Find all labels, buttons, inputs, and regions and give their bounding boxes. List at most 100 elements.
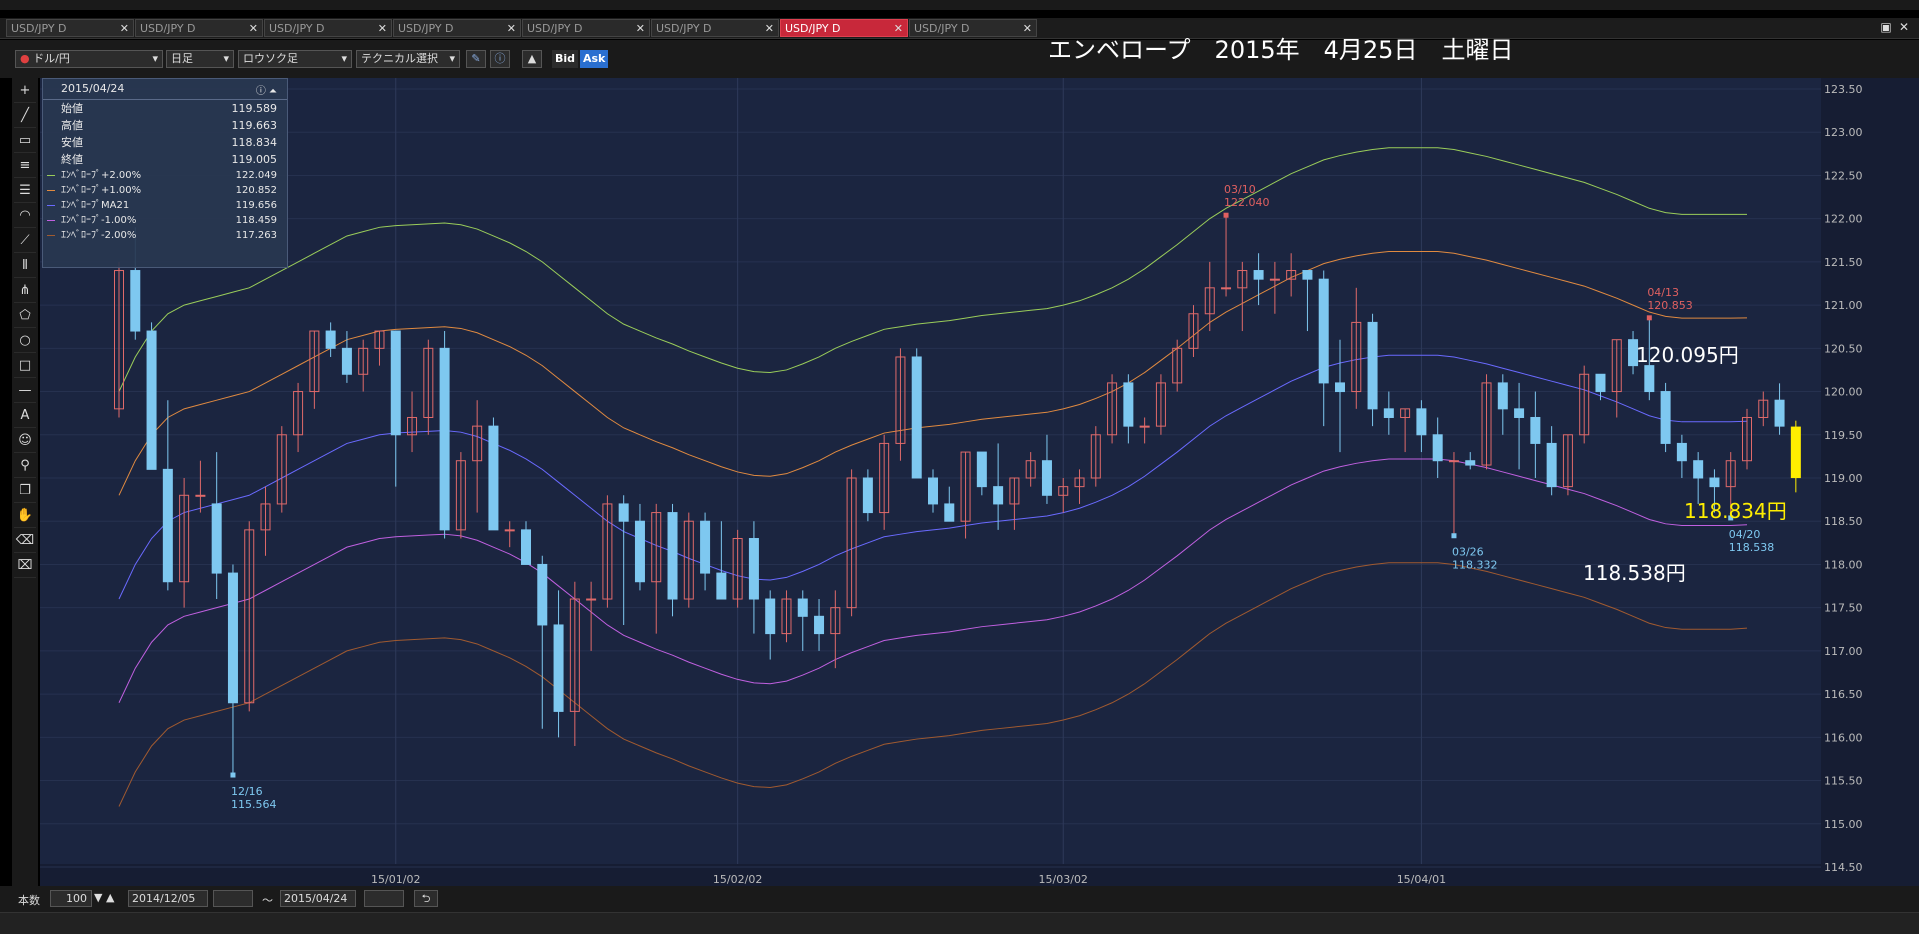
candle-body — [862, 477, 873, 514]
chart-type-select[interactable]: ロウソク足 — [238, 50, 352, 68]
extreme-date: 04/20 — [1729, 528, 1761, 541]
tab-close-icon[interactable]: ✕ — [893, 22, 903, 35]
maximize-icon[interactable]: ▣ — [1880, 20, 1892, 34]
text-icon[interactable]: A — [14, 405, 36, 428]
hand-icon[interactable]: ✋ — [14, 505, 36, 528]
candle-body — [683, 520, 694, 600]
count-down-icon[interactable]: ▼ — [94, 891, 103, 904]
indicator-row: ｴﾝﾍﾞﾛｰﾌﾟ+1.00% 120.852 — [43, 183, 287, 198]
period-select[interactable]: 日足 — [166, 50, 234, 68]
ohlc-row: 高値 119.663 — [43, 117, 287, 134]
candle-body — [586, 598, 597, 601]
price-callout: 118.834円 — [1684, 499, 1787, 523]
tab-label: USD/JPY D — [11, 22, 67, 35]
copy-icon[interactable]: ❐ — [14, 480, 36, 503]
info-icon[interactable]: ⓘ — [255, 86, 266, 97]
technical-select[interactable]: テクニカル選択 — [356, 50, 460, 68]
tab-2[interactable]: USD/JPY D ✕ — [264, 19, 392, 37]
indicator-swatch — [47, 175, 55, 176]
tab-4[interactable]: USD/JPY D ✕ — [522, 19, 650, 37]
candle-body — [488, 425, 499, 531]
candle-body — [244, 529, 255, 704]
y-tick-label: 123.00 — [1824, 126, 1863, 139]
y-tick-label: 123.50 — [1824, 83, 1863, 96]
tab-close-icon[interactable]: ✕ — [119, 22, 129, 35]
candle-body — [179, 494, 190, 583]
vertical-lines-icon[interactable]: ⦀ — [14, 255, 36, 278]
tab-5[interactable]: USD/JPY D ✕ — [651, 19, 779, 37]
y-tick-label: 116.00 — [1824, 731, 1863, 744]
pencil-icon[interactable]: ✎ — [466, 50, 486, 68]
trendline-icon[interactable]: ╱ — [14, 105, 36, 128]
pitchfork-icon[interactable]: ⋔ — [14, 280, 36, 303]
smiley-icon[interactable]: ☺ — [14, 430, 36, 453]
from-date-input[interactable]: 2014/12/05 — [128, 890, 208, 907]
arc-icon[interactable]: ◠ — [14, 205, 36, 228]
candle-body — [1644, 365, 1655, 393]
candle-body — [390, 330, 401, 436]
collapse-icon[interactable]: ⏶ — [269, 86, 277, 97]
tab-close-icon[interactable]: ✕ — [1022, 22, 1032, 35]
candlestick-chart[interactable]: 114.50 115.00 115.50 116.00 116.50 117.00 117.… — [40, 78, 1919, 886]
info-icon[interactable]: ⓘ — [490, 50, 510, 68]
ask-button[interactable]: Ask — [580, 50, 609, 68]
to-date-input[interactable]: 2015/04/24 — [280, 890, 356, 907]
indicator-swatch — [47, 220, 55, 221]
chart-toolbar: ● ドル/円 日足 ロウソク足 テクニカル選択 ✎ ⓘ ▲ Bid Ask — [0, 40, 1919, 78]
rectangle-icon[interactable]: □ — [14, 355, 36, 378]
to-time-input[interactable] — [364, 890, 404, 907]
tab-label: USD/JPY D — [140, 22, 196, 35]
y-tick-label: 120.50 — [1824, 342, 1863, 355]
tab-close-icon[interactable]: ✕ — [248, 22, 258, 35]
pentagon-icon[interactable]: ⬠ — [14, 305, 36, 328]
fib-lines-icon[interactable]: ☰ — [14, 180, 36, 203]
x-tick-label: 15/04/01 — [1397, 873, 1446, 886]
candle-body — [358, 347, 369, 375]
magnet-icon[interactable]: ⚲ — [14, 455, 36, 478]
candle-body — [634, 520, 645, 583]
indicator-label: ｴﾝﾍﾞﾛｰﾌﾟ+1.00% — [61, 185, 142, 196]
candle-body — [1758, 399, 1769, 418]
ruler-icon[interactable]: ▭ — [14, 130, 36, 153]
bid-button[interactable]: Bid — [552, 50, 579, 68]
tab-1[interactable]: USD/JPY D ✕ — [135, 19, 263, 37]
tab-label: USD/JPY D — [398, 22, 454, 35]
tab-0[interactable]: USD/JPY D ✕ — [6, 19, 134, 37]
hline-icon[interactable]: — — [14, 380, 36, 403]
candle-body — [1204, 287, 1215, 315]
tab-7[interactable]: USD/JPY D ✕ — [909, 19, 1037, 37]
tab-3[interactable]: USD/JPY D ✕ — [393, 19, 521, 37]
from-time-input[interactable] — [213, 890, 253, 907]
candle-body — [260, 503, 271, 531]
indicator-row: ｴﾝﾍﾞﾛｰﾌﾟ-2.00% 117.263 — [43, 228, 287, 243]
period-label: 日足 — [171, 52, 193, 65]
return-icon[interactable]: ⮌ — [414, 890, 438, 907]
tab-close-icon[interactable]: ✕ — [377, 22, 387, 35]
candle-body — [993, 486, 1004, 505]
tab-close-icon[interactable]: ✕ — [635, 22, 645, 35]
close-icon[interactable]: ✕ — [1898, 20, 1910, 34]
count-up-icon[interactable]: ▲ — [106, 891, 115, 904]
mountain-chart-icon[interactable]: ▲ — [522, 50, 542, 68]
crosshair-icon[interactable]: + — [14, 80, 36, 103]
tab-close-icon[interactable]: ✕ — [506, 22, 516, 35]
count-input[interactable]: 100 — [50, 890, 92, 907]
technical-label: テクニカル選択 — [361, 52, 438, 65]
candle-body — [276, 434, 287, 505]
horizontal-lines-icon[interactable]: ≡ — [14, 155, 36, 178]
eraser-all-icon[interactable]: ⌧ — [14, 555, 36, 578]
eraser-icon[interactable]: ⌫ — [14, 530, 36, 553]
candle-body — [814, 615, 825, 635]
circle-icon[interactable]: ○ — [14, 330, 36, 353]
currency-pair-select[interactable]: ● ドル/円 — [15, 50, 163, 68]
extreme-value: 115.564 — [231, 798, 277, 811]
candle-body — [1448, 460, 1459, 463]
tab-6[interactable]: USD/JPY D ✕ — [780, 19, 908, 37]
fan-icon[interactable]: ⟋ — [14, 230, 36, 253]
indicator-label: ｴﾝﾍﾞﾛｰﾌﾟ+2.00% — [61, 170, 142, 181]
x-tick-label: 15/02/02 — [713, 873, 762, 886]
candle-body — [667, 512, 678, 600]
ohlc-info-panel: 2015/04/24 ⓘ ⏶ 始値 119.589 高値 119.663 安値 118.8… — [42, 78, 288, 268]
tab-close-icon[interactable]: ✕ — [764, 22, 774, 35]
candle-body — [341, 347, 352, 375]
